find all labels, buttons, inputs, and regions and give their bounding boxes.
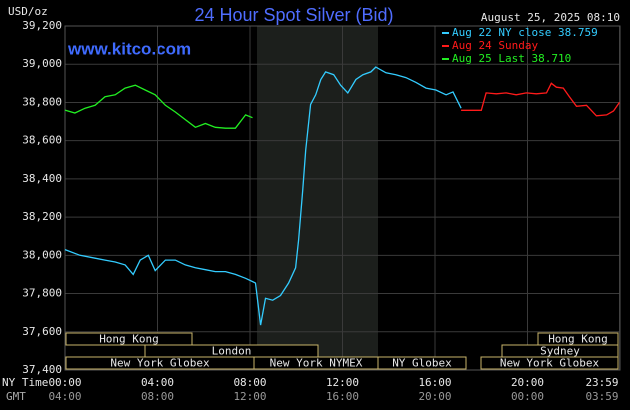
plot-frame — [64, 25, 621, 371]
y-tick-label: 38,200 — [22, 210, 62, 223]
x-tick-label: 23:59 — [585, 376, 618, 389]
session-box — [65, 332, 193, 346]
session-label: New York NYMEX — [270, 357, 363, 370]
session-label: Hong Kong — [99, 333, 159, 346]
y-tick-label: 38,000 — [22, 248, 62, 261]
legend-label: Aug 24 Sunday — [452, 39, 538, 52]
highlight-region — [257, 26, 378, 370]
y-tick-label: 37,600 — [22, 325, 62, 338]
gmt-tick-label: 03:59 — [585, 390, 618, 403]
x-tick-label: 00:00 — [48, 376, 81, 389]
x-tick-label: 04:00 — [141, 376, 174, 389]
legend-label: Aug 22 NY close 38.759 — [452, 26, 598, 39]
session-label: London — [212, 345, 252, 358]
unit-label: USD/oz — [8, 5, 48, 18]
session-box — [480, 356, 619, 370]
y-tick-label: 38,400 — [22, 172, 62, 185]
y-tick-label: 39,000 — [22, 57, 62, 70]
x-tick-label: 08:00 — [233, 376, 266, 389]
session-box — [377, 356, 467, 370]
x-tick-label: 12:00 — [326, 376, 359, 389]
timestamp: August 25, 2025 08:10 — [481, 11, 620, 24]
gmt-tick-label: 20:00 — [418, 390, 451, 403]
x-tick-label: 16:00 — [418, 376, 451, 389]
x-tick-label: 20:00 — [511, 376, 544, 389]
gmt-tick-label: 16:00 — [326, 390, 359, 403]
session-label: NY Globex — [392, 357, 452, 370]
y-tick-label: 38,600 — [22, 134, 62, 147]
gmt-tick-label: 00:00 — [511, 390, 544, 403]
y-tick-label: 37,800 — [22, 287, 62, 300]
x-axis-label: NY Time — [2, 376, 48, 389]
session-label: New York Globex — [500, 357, 600, 370]
session-box — [64, 344, 146, 358]
gmt-tick-label: 12:00 — [233, 390, 266, 403]
price-line — [64, 84, 253, 129]
session-label: Hong Kong — [548, 333, 608, 346]
price-line — [461, 82, 621, 117]
gmt-tick-label: 04:00 — [48, 390, 81, 403]
gmt-tick-label: 08:00 — [141, 390, 174, 403]
chart-title: 24 Hour Spot Silver (Bid) — [194, 5, 393, 25]
y-tick-label: 39,200 — [22, 19, 62, 32]
x-axis-label: GMT — [6, 390, 26, 403]
session-label: New York Globex — [110, 357, 210, 370]
y-tick-label: 37,400 — [22, 363, 62, 376]
legend-label: Aug 25 Last 38.710 — [452, 52, 571, 65]
session-label: Sydney — [540, 345, 580, 358]
price-line — [64, 66, 462, 326]
y-tick-label: 38,800 — [22, 95, 62, 108]
source-url: www.kitco.com — [67, 39, 191, 58]
